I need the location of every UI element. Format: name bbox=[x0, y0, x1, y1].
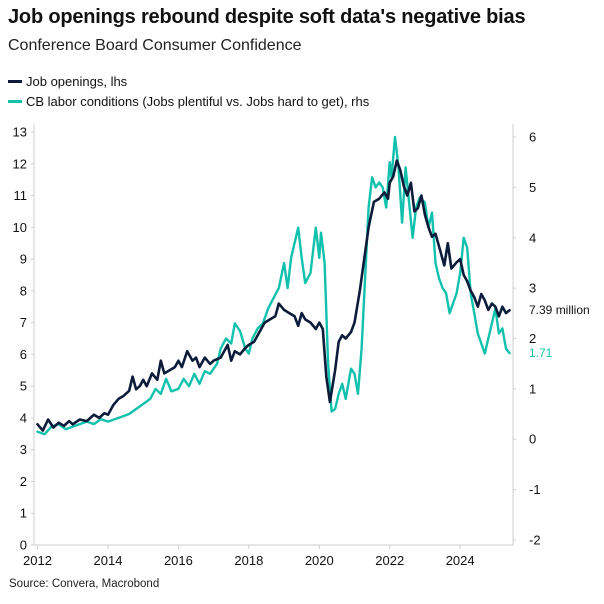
y-left-tick-label: 1 bbox=[20, 506, 27, 521]
end-label-job-openings: 7.39 million bbox=[529, 303, 590, 317]
x-tick-label: 2022 bbox=[375, 553, 404, 568]
y-left-tick-label: 7 bbox=[20, 315, 27, 330]
y-left-tick-label: 13 bbox=[13, 125, 27, 140]
y-right-tick-label: -2 bbox=[529, 532, 541, 547]
x-tick-label: 2020 bbox=[305, 553, 334, 568]
series-line-labor-conditions bbox=[36, 135, 511, 436]
legend-item-labor-conditions: CB labor conditions (Jobs plentiful vs. … bbox=[8, 91, 369, 111]
chart-subtitle: Conference Board Consumer Confidence bbox=[8, 37, 302, 54]
y-right-tick-label: 2 bbox=[529, 331, 536, 346]
y-right-tick-label: 3 bbox=[529, 281, 536, 296]
end-labels: 7.39 million 1.71 bbox=[529, 303, 590, 360]
y-right-tick-label: -1 bbox=[529, 482, 541, 497]
y-left-tick-label: 5 bbox=[20, 379, 27, 394]
y-left-tick-label: 10 bbox=[13, 220, 27, 235]
legend-label-job-openings: Job openings, lhs bbox=[26, 73, 128, 89]
x-tick-label: 2012 bbox=[23, 553, 52, 568]
y-left-tick-label: 11 bbox=[14, 188, 28, 203]
legend-item-job-openings: Job openings, lhs bbox=[8, 71, 369, 91]
y-right-tick-label: 6 bbox=[529, 130, 536, 145]
y-left-tick-label: 2 bbox=[20, 474, 27, 489]
source-note: Source: Convera, Macrobond bbox=[9, 578, 160, 590]
y-left-tick-label: 12 bbox=[13, 156, 27, 171]
chart-title: Job openings rebound despite soft data's… bbox=[8, 6, 526, 28]
x-tick-label: 2018 bbox=[234, 553, 263, 568]
y-right-tick-label: 0 bbox=[529, 432, 536, 447]
y-left-tick-label: 4 bbox=[20, 410, 27, 425]
x-tick-label: 2014 bbox=[94, 553, 123, 568]
y-right-tick-label: 5 bbox=[529, 180, 536, 195]
y-left-tick-label: 8 bbox=[20, 283, 27, 298]
legend-label-labor-conditions: CB labor conditions (Jobs plentiful vs. … bbox=[26, 93, 370, 109]
series-layer bbox=[36, 135, 511, 436]
y-left-tick-label: 3 bbox=[20, 442, 27, 457]
y-right-tick-label: 4 bbox=[529, 230, 536, 245]
end-label-labor-conditions: 1.71 bbox=[529, 346, 553, 360]
legend: Job openings, lhs CB labor conditions (J… bbox=[8, 71, 369, 111]
legend-swatch-job-openings bbox=[8, 79, 22, 83]
y-left-tick-label: 9 bbox=[20, 252, 27, 267]
x-tick-label: 2016 bbox=[164, 553, 193, 568]
y-left-tick-label: 6 bbox=[20, 347, 27, 362]
x-tick-label: 2024 bbox=[446, 553, 475, 568]
y-right-tick-label: 1 bbox=[529, 381, 536, 396]
legend-swatch-labor-conditions bbox=[8, 99, 22, 103]
series-line-job-openings bbox=[36, 159, 511, 432]
y-left-tick-label: 0 bbox=[20, 538, 27, 553]
